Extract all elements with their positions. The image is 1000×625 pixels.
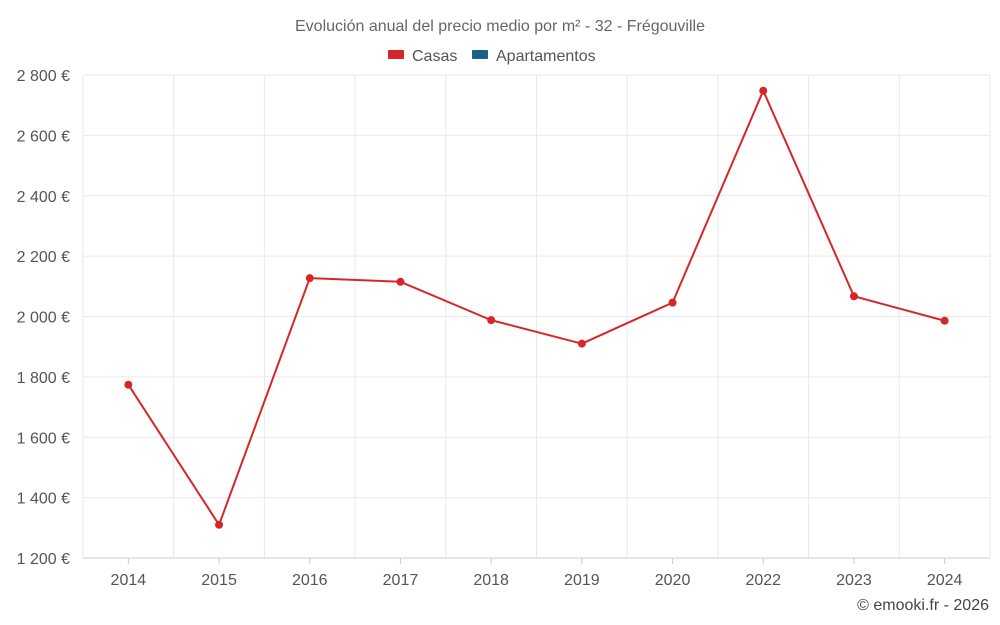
x-tick-label: 2022 [745,572,781,589]
data-point-casas-2014[interactable] [124,380,133,389]
y-tick-label: 2 600 € [17,128,70,145]
x-tick-label: 2023 [836,572,872,589]
data-point-casas-2020[interactable] [668,298,677,307]
data-point-casas-2015[interactable] [215,520,224,529]
legend-swatch-apartamentos [472,50,488,59]
y-tick-label: 2 800 € [17,68,70,85]
y-tick-label: 1 800 € [17,370,70,387]
legend-label-apartamentos: Apartamentos [496,48,596,65]
data-point-casas-2016[interactable] [305,274,314,283]
y-tick-label: 2 400 € [17,189,70,206]
x-tick-label: 2014 [111,572,147,589]
legend-swatch-casas [388,50,404,59]
y-tick-label: 1 600 € [17,430,70,447]
data-point-casas-2017[interactable] [396,277,405,286]
x-tick-label: 2019 [564,572,600,589]
x-tick-label: 2020 [655,572,691,589]
x-tick-label: 2015 [201,572,237,589]
y-tick-label: 2 200 € [17,249,70,266]
y-tick-label: 1 400 € [17,491,70,508]
x-tick-label: 2024 [927,572,963,589]
legend: Casas Apartamentos [388,48,596,65]
data-point-casas-2018[interactable] [487,316,496,325]
data-point-casas-2024[interactable] [940,316,949,325]
legend-item-apartamentos[interactable]: Apartamentos [472,48,596,65]
y-tick-label: 2 000 € [17,310,70,327]
x-tick-label: 2016 [292,572,328,589]
legend-label-casas: Casas [412,48,457,65]
series-line-casas [127,89,945,526]
y-tick-label: 1 200 € [17,551,70,568]
x-tick-label: 2017 [383,572,419,589]
x-tick-label: 2018 [473,572,509,589]
credit-text: © emooki.fr - 2026 [857,597,989,614]
y-axis: 1 200 € 1 400 € 1 600 € 1 800 € 2 000 € 2 200… [17,68,70,568]
data-point-casas-2022[interactable] [759,86,768,95]
legend-item-casas[interactable]: Casas [388,48,457,65]
data-point-casas-2023[interactable] [849,292,858,301]
chart-title: Evolución anual del precio medio por m² … [295,18,705,35]
data-point-casas-2019[interactable] [577,339,586,348]
grid [82,74,991,559]
series-casas [124,86,949,529]
x-axis: 2014 2015 2016 2017 2018 2019 2020 2022 2023 2024 [83,557,990,589]
